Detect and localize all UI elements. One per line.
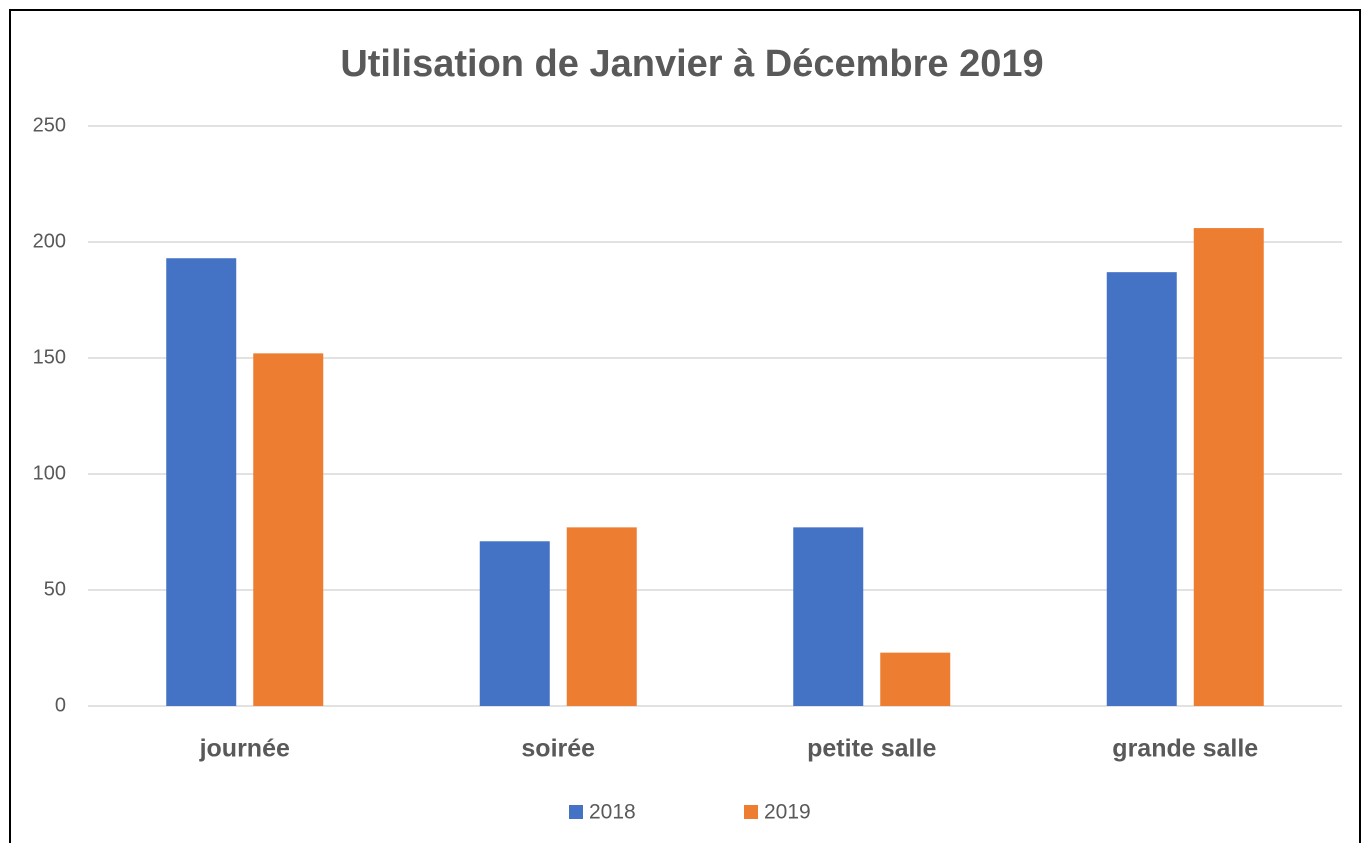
bar <box>479 541 550 706</box>
chart-title: Utilisation de Janvier à Décembre 2019 <box>340 43 1043 85</box>
legend-swatch <box>569 805 583 819</box>
legend-label: 2019 <box>764 801 811 824</box>
bar <box>1106 272 1177 706</box>
bar <box>793 527 864 706</box>
bar <box>880 652 951 706</box>
y-tick-label: 100 <box>33 462 66 484</box>
y-tick-label: 0 <box>55 694 66 716</box>
legend-label: 2018 <box>589 801 636 824</box>
legend-swatch <box>744 805 758 819</box>
bar <box>166 258 237 706</box>
x-tick-label: soirée <box>521 735 595 763</box>
x-tick-label: grande salle <box>1112 735 1258 763</box>
bar <box>1193 228 1264 706</box>
x-tick-label: journée <box>199 735 290 763</box>
bar <box>253 353 324 706</box>
y-tick-label: 200 <box>33 230 66 252</box>
y-tick-label: 250 <box>33 114 66 136</box>
y-tick-label: 50 <box>44 578 66 600</box>
x-tick-label: petite salle <box>807 735 936 763</box>
bar <box>566 527 637 706</box>
y-tick-label: 150 <box>33 346 66 368</box>
